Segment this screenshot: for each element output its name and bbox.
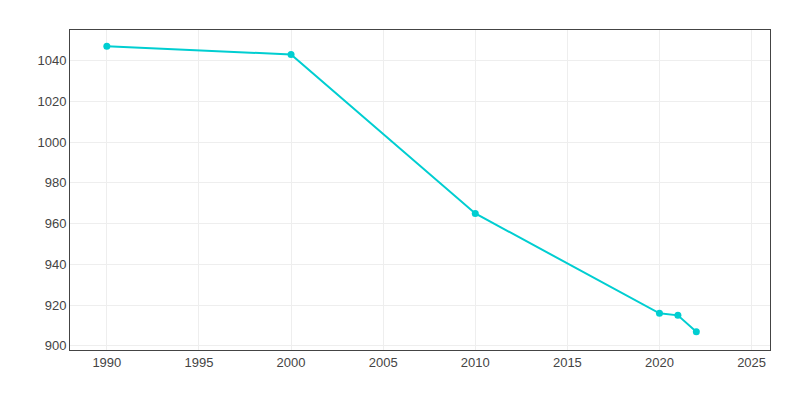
svg-text:2025: 2025	[737, 355, 766, 370]
svg-text:900: 900	[45, 338, 67, 353]
svg-text:2015: 2015	[553, 355, 582, 370]
svg-text:980: 980	[45, 175, 67, 190]
svg-text:1000: 1000	[37, 135, 66, 150]
svg-text:1020: 1020	[37, 94, 66, 109]
svg-text:960: 960	[45, 216, 67, 231]
svg-text:1040: 1040	[37, 53, 66, 68]
svg-text:920: 920	[45, 298, 67, 313]
svg-text:2005: 2005	[369, 355, 398, 370]
svg-text:1995: 1995	[184, 355, 213, 370]
svg-text:2020: 2020	[645, 355, 674, 370]
svg-text:2010: 2010	[461, 355, 490, 370]
svg-text:940: 940	[45, 257, 67, 272]
svg-text:2000: 2000	[277, 355, 306, 370]
svg-text:1990: 1990	[92, 355, 121, 370]
